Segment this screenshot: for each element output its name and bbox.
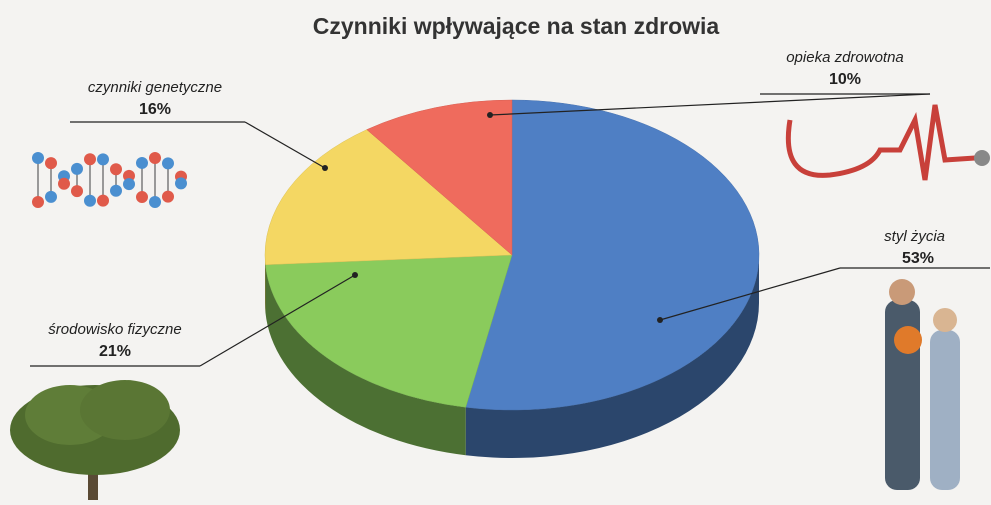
dna-node — [32, 196, 44, 208]
dna-node — [84, 195, 96, 207]
dna-node — [136, 157, 148, 169]
dna-node — [162, 157, 174, 169]
dna-node — [110, 185, 122, 197]
pie-tops — [265, 100, 759, 410]
dna-node — [123, 178, 135, 190]
leader-dot — [487, 112, 493, 118]
chart-title: Czynniki wpływające na stan zdrowia — [313, 13, 720, 39]
slice-label: czynniki genetyczne — [88, 79, 222, 96]
dna-node — [32, 152, 44, 164]
slice-label: opieka zdrowotna — [786, 49, 904, 66]
leader-dot — [657, 317, 663, 323]
dna-node — [110, 163, 122, 175]
dna-node — [84, 153, 96, 165]
dna-node — [71, 185, 83, 197]
slice-value-label: 10% — [829, 71, 861, 88]
slice-value-label: 21% — [99, 343, 131, 360]
slice-label: styl życia — [884, 228, 945, 245]
leader-dot — [322, 165, 328, 171]
dna-node — [58, 178, 70, 190]
dna-node — [71, 163, 83, 175]
slice-label: środowisko fizyczne — [48, 321, 181, 338]
dna-node — [136, 191, 148, 203]
dna-node — [97, 195, 109, 207]
slice-value-label: 16% — [139, 101, 171, 118]
dna-node — [162, 191, 174, 203]
slice-value-label: 53% — [902, 250, 934, 267]
leader-dot — [352, 272, 358, 278]
dna-node — [175, 177, 187, 189]
dna-node — [45, 191, 57, 203]
dna-node — [45, 157, 57, 169]
dna — [32, 152, 187, 208]
dna-node — [97, 153, 109, 165]
leader-line — [245, 122, 325, 168]
dna-node — [149, 196, 161, 208]
dna-node — [149, 152, 161, 164]
chart: Czynniki wpływające na stan zdrowia styl… — [0, 0, 991, 505]
